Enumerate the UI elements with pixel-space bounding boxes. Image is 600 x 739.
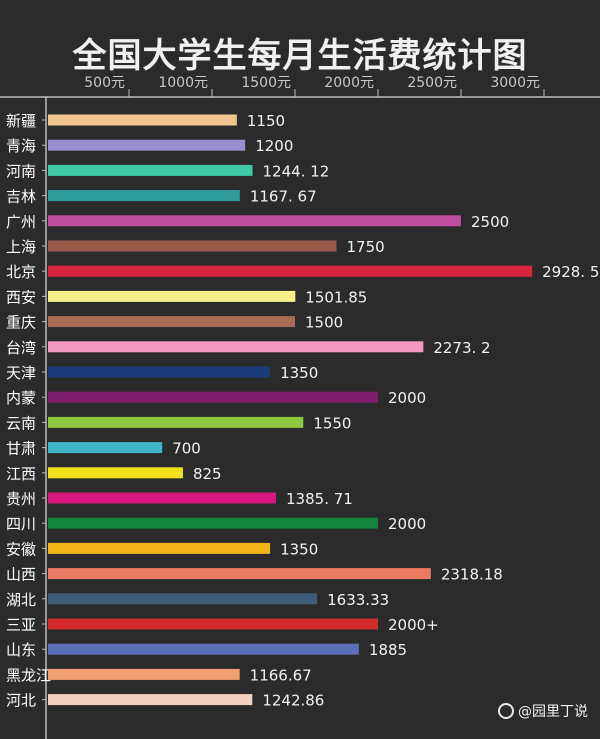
value-label: 2318.18 — [441, 566, 503, 584]
category-label: 天津 — [6, 364, 36, 382]
x-tick-label: 2500元 — [407, 75, 457, 91]
bar — [48, 467, 183, 479]
category-label: 上海 — [6, 238, 36, 256]
category-label: 河南 — [6, 162, 36, 180]
value-label: 1244. 12 — [263, 162, 330, 180]
bar — [48, 341, 424, 353]
watermark: @园里丁说 — [498, 701, 588, 721]
value-label: 1166.67 — [250, 666, 312, 684]
value-label: 700 — [172, 440, 201, 458]
value-label: 2500 — [471, 213, 509, 231]
bar — [48, 542, 271, 554]
x-tick-label: 2000元 — [324, 75, 374, 91]
value-label: 2000+ — [388, 616, 439, 634]
bar — [48, 593, 318, 605]
bar — [48, 164, 253, 176]
bar — [48, 366, 271, 378]
category-label: 重庆 — [6, 314, 36, 332]
category-label: 江西 — [6, 465, 36, 483]
x-tick-label: 1000元 — [158, 75, 208, 91]
category-label: 山西 — [6, 566, 36, 584]
bar — [48, 265, 533, 277]
category-label: 甘肃 — [6, 440, 36, 458]
value-label: 1633.33 — [327, 591, 389, 609]
category-label: 北京 — [6, 263, 36, 281]
category-label: 贵州 — [6, 490, 36, 508]
category-label: 山东 — [6, 641, 36, 659]
value-label: 1150 — [247, 112, 285, 130]
value-label: 1200 — [255, 137, 293, 155]
watermark-text: @园里丁说 — [518, 704, 588, 720]
x-tick-label: 500元 — [84, 75, 125, 91]
category-label: 西安 — [6, 288, 36, 306]
watermark-icon — [498, 703, 514, 719]
category-label: 台湾 — [6, 339, 36, 357]
bar — [48, 240, 337, 252]
bar — [48, 694, 253, 706]
category-label: 吉林 — [6, 188, 36, 206]
bar — [48, 517, 378, 529]
bar — [48, 139, 246, 151]
category-label: 四川 — [6, 515, 36, 533]
value-label: 1885 — [369, 641, 407, 659]
value-label: 825 — [193, 465, 222, 483]
bar — [48, 290, 296, 302]
bar — [48, 668, 240, 680]
x-tick-label: 3000元 — [490, 75, 540, 91]
bar — [48, 190, 240, 202]
bar — [48, 316, 295, 328]
bar — [48, 215, 461, 227]
bar — [48, 391, 378, 403]
value-label: 1501.85 — [305, 288, 367, 306]
category-label: 河北 — [6, 692, 36, 710]
value-label: 2928. 5 — [542, 263, 599, 281]
category-label: 湖北 — [6, 591, 36, 609]
category-label: 广州 — [6, 213, 36, 231]
x-tick-label: 1500元 — [241, 75, 291, 91]
category-label: 三亚 — [6, 616, 36, 634]
value-label: 1550 — [313, 414, 351, 432]
category-label: 安徽 — [6, 540, 36, 558]
value-label: 1385. 71 — [286, 490, 353, 508]
category-label: 云南 — [6, 414, 36, 432]
bar — [48, 492, 277, 504]
bar — [48, 442, 163, 454]
bar — [48, 416, 304, 428]
value-label: 1350 — [280, 540, 318, 558]
category-label: 新疆 — [6, 112, 36, 130]
chart-title: 全国大学生每月生活费统计图 — [72, 36, 528, 76]
value-label: 2000 — [388, 515, 426, 533]
bar — [48, 114, 237, 126]
category-label: 黑龙江 — [6, 666, 51, 684]
category-label: 青海 — [6, 137, 36, 155]
value-label: 2273. 2 — [433, 339, 490, 357]
value-label: 1350 — [280, 364, 318, 382]
value-label: 1750 — [347, 238, 385, 256]
bar — [48, 643, 359, 655]
value-label: 1500 — [305, 314, 343, 332]
value-label: 1242.86 — [262, 692, 324, 710]
bar — [48, 618, 378, 630]
value-label: 2000 — [388, 389, 426, 407]
bar — [48, 568, 431, 580]
value-label: 1167. 67 — [250, 188, 317, 206]
category-label: 内蒙 — [6, 389, 36, 407]
